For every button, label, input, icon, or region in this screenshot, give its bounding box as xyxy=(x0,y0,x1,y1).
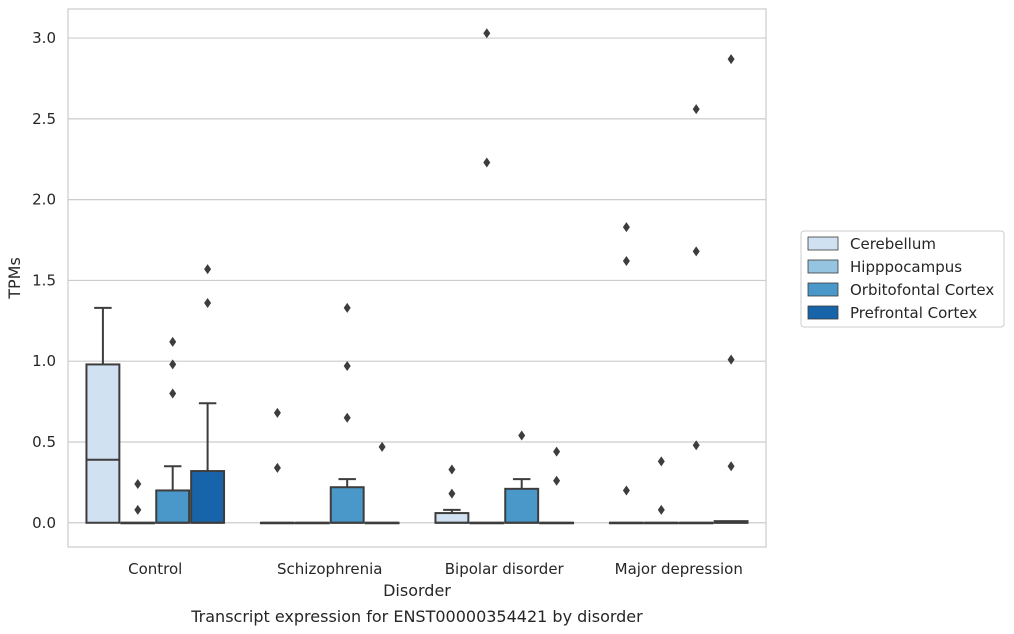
outlier-point xyxy=(273,407,281,418)
box-group xyxy=(713,54,749,524)
boxes xyxy=(85,28,749,525)
outlier-point xyxy=(657,504,665,515)
y-tick-label: 2.5 xyxy=(32,110,56,128)
x-tick-label: Control xyxy=(128,560,182,578)
y-tick-label: 3.0 xyxy=(32,29,56,47)
y-tick-label: 0.5 xyxy=(32,433,56,451)
outlier-point xyxy=(169,359,177,370)
box-group xyxy=(155,336,191,524)
box-group xyxy=(643,456,679,525)
legend: Cerebellum Hipppocampus Orbitofontal Cor… xyxy=(800,230,1005,328)
outlier-point xyxy=(553,446,561,457)
legend-label-orbitofrontal-cortex: Orbitofontal Cortex xyxy=(850,281,994,299)
box xyxy=(85,363,121,524)
box-group xyxy=(364,441,400,525)
y-tick-label: 0.0 xyxy=(32,514,56,532)
box xyxy=(190,470,226,524)
outlier-point xyxy=(273,462,281,473)
outlier-point xyxy=(134,504,142,515)
box-group xyxy=(434,464,470,524)
outlier-point xyxy=(622,256,630,267)
legend-swatch-prefrontal-cortex xyxy=(807,305,839,320)
outlier-point xyxy=(692,246,700,257)
x-tick-label: Schizophrenia xyxy=(277,560,382,578)
box-group xyxy=(329,302,365,524)
box-group xyxy=(259,407,295,525)
outlier-point xyxy=(657,456,665,467)
outlier-point xyxy=(622,485,630,496)
figure-caption: Transcript expression for ENST0000035442… xyxy=(190,607,643,626)
box xyxy=(329,486,365,524)
box-group xyxy=(608,222,644,525)
outlier-point xyxy=(448,488,456,499)
x-tick-label: Major depression xyxy=(615,560,743,578)
outlier-point xyxy=(483,28,491,39)
y-tick-label: 1.5 xyxy=(32,271,56,289)
box-group xyxy=(469,28,505,525)
y-axis-ticks: 0.0 0.5 1.0 1.5 2.0 2.5 3.0 xyxy=(32,29,56,532)
outlier-point xyxy=(169,336,177,347)
outlier-point xyxy=(727,54,735,65)
box xyxy=(155,489,191,524)
x-tick-label: Bipolar disorder xyxy=(445,560,565,578)
legend-label-prefrontal-cortex: Prefrontal Cortex xyxy=(850,304,977,322)
box-group xyxy=(504,430,540,524)
outlier-point xyxy=(553,475,561,486)
box-group xyxy=(120,478,156,525)
legend-swatch-cerebellum xyxy=(807,236,839,251)
outlier-point xyxy=(134,478,142,489)
legend-label-hippocampus: Hipppocampus xyxy=(850,258,962,276)
box-group xyxy=(539,446,575,525)
outlier-point xyxy=(518,430,526,441)
outlier-point xyxy=(343,361,351,372)
box-group xyxy=(678,104,714,525)
x-axis-title: Disorder xyxy=(383,581,451,600)
outlier-point xyxy=(622,222,630,233)
y-axis-title: TPMs xyxy=(5,257,24,300)
outlier-point xyxy=(692,104,700,115)
outlier-point xyxy=(727,354,735,365)
legend-swatch-orbitofrontal-cortex xyxy=(807,282,839,297)
box-group xyxy=(190,264,226,524)
box-group xyxy=(294,521,330,525)
outlier-point xyxy=(343,302,351,313)
box xyxy=(434,512,470,524)
x-axis-ticks: Control Schizophrenia Bipolar disorder Majo… xyxy=(128,560,743,578)
outlier-point xyxy=(204,264,212,275)
legend-swatch-hippocampus xyxy=(807,259,839,274)
outlier-point xyxy=(727,461,735,472)
outlier-point xyxy=(204,298,212,309)
outlier-point xyxy=(692,440,700,451)
y-tick-label: 2.0 xyxy=(32,191,56,209)
legend-frame xyxy=(800,230,1005,328)
y-tick-label: 1.0 xyxy=(32,352,56,370)
outlier-point xyxy=(169,388,177,399)
plot-area-frame xyxy=(67,8,767,548)
legend-label-cerebellum: Cerebellum xyxy=(850,235,936,253)
outlier-point xyxy=(483,157,491,168)
box xyxy=(504,487,540,524)
outlier-point xyxy=(378,441,386,452)
box-group xyxy=(85,306,121,524)
outlier-point xyxy=(343,412,351,423)
outlier-point xyxy=(448,464,456,475)
